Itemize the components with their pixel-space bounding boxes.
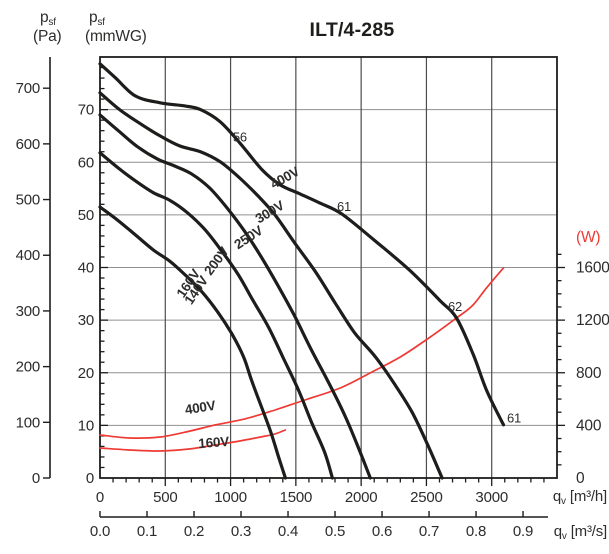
m3s-tick-label: 0.0: [90, 523, 110, 540]
axes-layer: 0100200300400500600700010203040506070040…: [16, 56, 609, 540]
m3s-tick-label: 0.5: [325, 523, 345, 540]
pa-tick-label: 300: [16, 303, 40, 320]
pa-tick-label: 0: [32, 470, 40, 487]
w-tick-label: 800: [576, 365, 602, 382]
w-axis-title: (W): [576, 229, 600, 246]
curve-250V-pressure: [98, 113, 372, 480]
x-axis-title-m3s: qv [m³/s]: [554, 523, 607, 542]
m3s-tick-label: 0.4: [278, 523, 298, 540]
mmwg-tick-label: 50: [78, 207, 94, 224]
curve-label-red-160V: 160V: [198, 434, 230, 451]
mmwg-tick-label: 0: [86, 470, 94, 487]
w-tick-label: 400: [576, 417, 602, 434]
grid-layer: [100, 57, 557, 478]
curve-400V-pressure: [98, 62, 506, 427]
curves-layer: [98, 62, 506, 480]
m3s-tick-label: 0.1: [137, 523, 157, 540]
mmwg-axis-title: psf: [89, 9, 105, 28]
noise-level-label-56: 56: [233, 130, 247, 145]
curve-300V-pressure: [98, 91, 444, 480]
curve-label-black-250V: 250V: [231, 223, 265, 252]
curve-400V-power: [99, 267, 505, 439]
mmwg-tick-label: 70: [78, 102, 94, 119]
curve-160V-power: [99, 429, 287, 452]
pa-tick-label: 400: [16, 247, 40, 264]
noise-level-label-62: 62: [448, 299, 462, 314]
noise-level-label-61: 61: [337, 199, 351, 214]
m3h-tick-label: 500: [153, 489, 177, 506]
w-tick-label: 1200: [576, 312, 609, 329]
m3h-tick-label: 0: [96, 489, 104, 506]
m3s-tick-label: 0.8: [466, 523, 486, 540]
m3h-tick-label: 1500: [280, 489, 313, 506]
m3h-tick-label: 1000: [214, 489, 247, 506]
mmwg-axis-unit-label: (mmWG): [85, 28, 147, 45]
mmwg-tick-label: 30: [78, 312, 94, 329]
mmwg-tick-label: 20: [78, 365, 94, 382]
pa-tick-label: 500: [16, 192, 40, 209]
w-tick-label: 1600: [576, 260, 609, 277]
m3s-tick-label: 0.6: [372, 523, 392, 540]
m3s-tick-label: 0.2: [184, 523, 204, 540]
m3h-tick-label: 3000: [475, 489, 508, 506]
w-tick-label: 0: [576, 470, 585, 487]
curve-160V-pressure: [98, 205, 287, 480]
chart-title: ILT/4-285: [310, 19, 395, 41]
curve-label-red-400V: 400V: [184, 398, 217, 418]
x-axis-title-m3h: qv [m³/h]: [553, 488, 607, 507]
pa-axis-unit-label: (Pa): [33, 28, 62, 45]
pa-tick-label: 700: [16, 80, 40, 97]
pa-tick-label: 600: [16, 136, 40, 153]
m3h-tick-label: 2000: [345, 489, 378, 506]
m3s-tick-label: 0.9: [513, 523, 533, 540]
curve-200V-pressure: [98, 151, 334, 480]
mmwg-tick-label: 40: [78, 260, 94, 277]
pa-tick-label: 100: [16, 414, 40, 431]
m3s-tick-label: 0.7: [419, 523, 439, 540]
m3s-tick-label: 0.3: [231, 523, 251, 540]
mmwg-tick-label: 10: [78, 417, 94, 434]
m3h-tick-label: 2500: [410, 489, 443, 506]
noise-level-label-61: 61: [507, 411, 521, 426]
mmwg-tick-label: 60: [78, 154, 94, 171]
pa-axis-title: psf: [40, 9, 56, 28]
pa-tick-label: 200: [16, 359, 40, 376]
